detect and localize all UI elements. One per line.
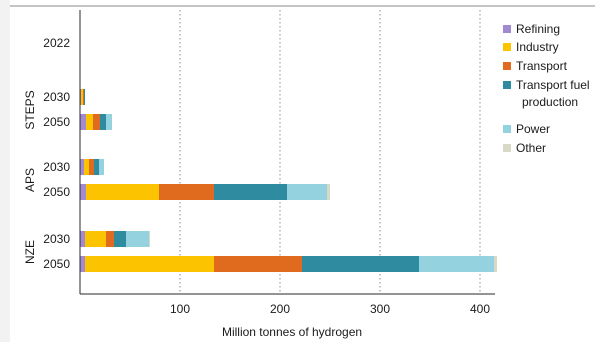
bar-nze-2030-power	[126, 231, 149, 247]
bar-nze-2050-transport	[214, 256, 302, 272]
bar-nze-2050-transport-fuel-production	[302, 256, 419, 272]
legend-swatch-transport-fuel-production	[503, 81, 511, 89]
legend-label-refining: Refining	[516, 22, 560, 36]
bar-steps-2030-industry	[81, 89, 83, 105]
stacked-bar-chart: 100 200 300 400 Million tonnes of hydrogen 20…	[10, 5, 595, 339]
bar-aps-2050-power	[287, 184, 327, 200]
bar-nze-2030-other	[149, 231, 150, 247]
scenario-label-nze: NZE	[23, 240, 37, 264]
bar-aps-2030-industry	[84, 159, 89, 175]
bar-steps-2050-transport-fuel-production	[100, 114, 106, 130]
chart-panel: 100 200 300 400 Million tonnes of hydrogen 20…	[10, 0, 595, 342]
legend-label-power: Power	[516, 122, 550, 136]
bar-steps-2030-transport	[83, 89, 84, 105]
bar-aps-2050-industry	[86, 184, 159, 200]
legend-swatch-power	[503, 125, 511, 133]
x-tick-label-400: 400	[470, 302, 490, 316]
legend-label-other: Other	[516, 141, 546, 155]
x-tick-label-300: 300	[370, 302, 390, 316]
x-tick-label-100: 100	[170, 302, 190, 316]
gridlines	[179, 10, 481, 294]
legend: Refining Industry Transport Transport fuel p…	[503, 22, 590, 155]
year-label-2022: 2022	[43, 36, 70, 50]
legend-swatch-industry	[503, 43, 511, 51]
bar-nze-2030-industry	[85, 231, 106, 247]
bar-nze-2030-refining	[80, 231, 85, 247]
bar-steps-2050-transport	[93, 114, 100, 130]
year-label-aps-2030: 2030	[43, 160, 70, 174]
legend-label-transport-fuel-production: Transport fuel production	[516, 78, 590, 109]
year-label-steps-2030: 2030	[43, 90, 70, 104]
year-label-nze-2030: 2030	[43, 232, 70, 246]
bars	[80, 89, 497, 272]
bar-aps-2050-transport	[159, 184, 214, 200]
bar-steps-2030-transport-fuel-production	[84, 89, 85, 105]
bar-aps-2030-transport	[89, 159, 94, 175]
bar-nze-2030-transport-fuel-production	[114, 231, 126, 247]
bar-nze-2050-industry	[85, 256, 214, 272]
legend-swatch-refining	[503, 25, 511, 33]
bar-nze-2050-other	[494, 256, 497, 272]
bar-aps-2030-transport-fuel-production	[94, 159, 99, 175]
legend-label-industry: Industry	[516, 40, 559, 54]
scenario-label-aps: APS	[23, 168, 37, 192]
legend-label-transport: Transport	[516, 59, 568, 73]
legend-swatch-other	[503, 144, 511, 152]
bar-steps-2050-refining	[80, 114, 86, 130]
bar-steps-2050-industry	[86, 114, 93, 130]
bar-aps-2030-refining	[80, 159, 84, 175]
x-tick-label-200: 200	[270, 302, 290, 316]
bar-steps-2050-power	[106, 114, 112, 130]
bar-nze-2030-transport	[106, 231, 114, 247]
scenario-label-steps: STEPS	[23, 90, 37, 129]
axes: 100 200 300 400 Million tonnes of hydrogen 20…	[10, 5, 595, 339]
bar-aps-2050-refining	[80, 184, 86, 200]
bar-nze-2050-refining	[80, 256, 85, 272]
year-label-nze-2050: 2050	[43, 257, 70, 271]
year-label-steps-2050: 2050	[43, 115, 70, 129]
legend-swatch-transport	[503, 62, 511, 70]
bar-aps-2050-transport-fuel-production	[214, 184, 287, 200]
bar-aps-2030-power	[99, 159, 104, 175]
year-label-aps-2050: 2050	[43, 185, 70, 199]
x-axis-label: Million tonnes of hydrogen	[222, 325, 362, 339]
bar-aps-2050-other	[327, 184, 330, 200]
bar-nze-2050-power	[419, 256, 494, 272]
